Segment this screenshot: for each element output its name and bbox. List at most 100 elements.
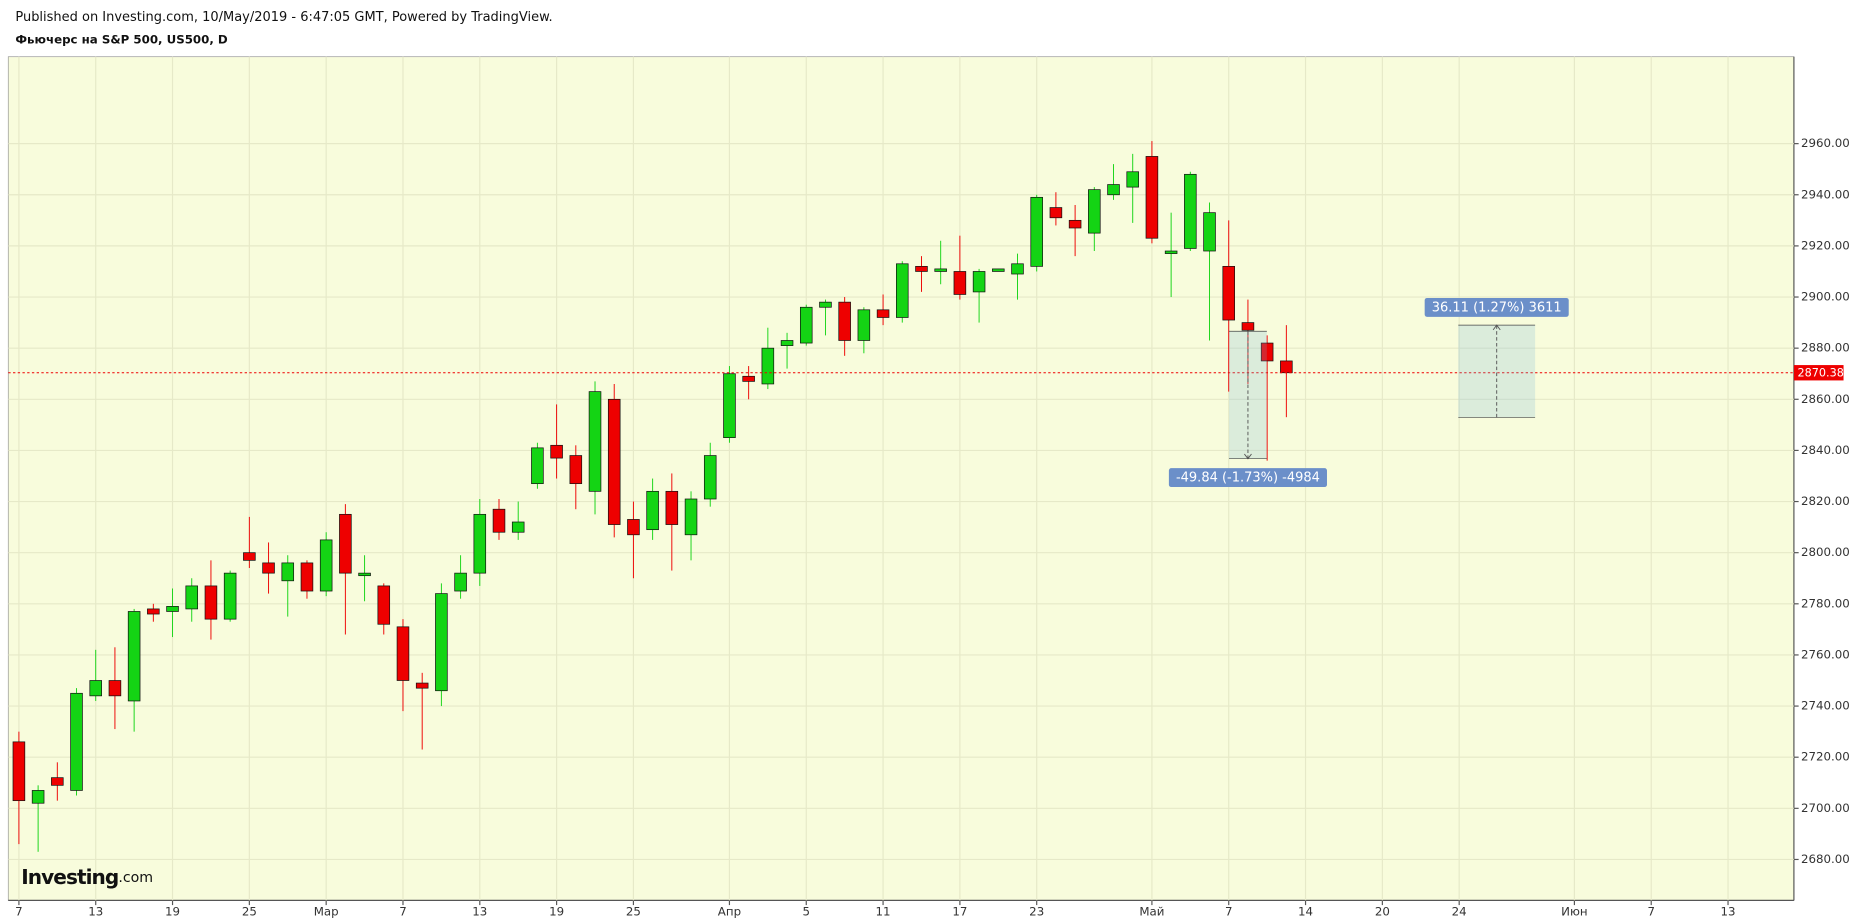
y-tick-label: 2680.00 bbox=[1801, 852, 1850, 866]
candle-body bbox=[838, 301, 851, 341]
candle-body bbox=[819, 301, 832, 308]
candle-body bbox=[223, 572, 237, 620]
measure-label: 36.11 (1.27%) 3611 bbox=[1432, 300, 1562, 315]
x-tick-label: 25 bbox=[242, 905, 257, 919]
candle-body bbox=[243, 552, 256, 561]
candle-body bbox=[185, 585, 199, 610]
price-label: 2870.38 bbox=[1797, 366, 1843, 379]
candle-body bbox=[1011, 263, 1024, 275]
y-tick-label: 2700.00 bbox=[1801, 801, 1850, 815]
x-tick-label: 13 bbox=[88, 905, 103, 919]
y-tick-label: 2900.00 bbox=[1801, 290, 1850, 304]
x-tick-label: 19 bbox=[165, 905, 180, 919]
candle-body bbox=[1049, 207, 1063, 219]
candle-body bbox=[300, 562, 314, 592]
candle-body bbox=[934, 268, 947, 272]
y-tick-label: 2880.00 bbox=[1801, 341, 1850, 355]
measure-label: -49.84 (-1.73%) -4984 bbox=[1176, 471, 1320, 486]
y-tick-label: 2860.00 bbox=[1801, 392, 1850, 406]
x-tick-label: 7 bbox=[1225, 905, 1233, 919]
y-tick-label: 2740.00 bbox=[1801, 699, 1850, 713]
candle-body bbox=[1030, 196, 1043, 267]
candle-body bbox=[723, 373, 736, 438]
candle-body bbox=[166, 606, 179, 612]
candle-body bbox=[1222, 265, 1235, 321]
candle-body bbox=[569, 455, 583, 485]
published-note: Published on Investing.com, 10/May/2019 … bbox=[15, 10, 552, 25]
candle-body bbox=[953, 271, 967, 295]
candle-body bbox=[12, 741, 26, 802]
candle-body bbox=[1184, 173, 1197, 249]
candle-body bbox=[665, 490, 679, 525]
logo-brand: Investing bbox=[21, 864, 118, 888]
candle-body bbox=[89, 680, 102, 697]
candle-body bbox=[550, 444, 563, 459]
x-tick-label: 5 bbox=[802, 905, 810, 919]
candle-body bbox=[915, 265, 928, 272]
candle-body bbox=[1068, 219, 1082, 229]
candle-body bbox=[127, 611, 141, 702]
candle-body bbox=[703, 455, 717, 500]
y-tick-label: 2760.00 bbox=[1801, 647, 1850, 661]
candle-body bbox=[1145, 156, 1159, 239]
y-tick-label: 2780.00 bbox=[1801, 596, 1850, 610]
candle-body bbox=[684, 498, 698, 536]
candle-body bbox=[607, 398, 621, 525]
candle-body bbox=[473, 513, 487, 574]
candle-body bbox=[1203, 212, 1216, 252]
candle-body bbox=[992, 268, 1005, 272]
candle-body bbox=[281, 562, 295, 582]
candle-body bbox=[492, 508, 506, 533]
measure-label-bg bbox=[1168, 468, 1327, 488]
x-tick-label: 24 bbox=[1452, 905, 1467, 919]
x-tick-label: 7 bbox=[399, 905, 407, 919]
x-tick-label: Апр bbox=[718, 905, 741, 919]
x-tick-label: 19 bbox=[549, 905, 564, 919]
x-tick-label: 23 bbox=[1029, 905, 1044, 919]
logo-suffix: .com bbox=[118, 870, 153, 886]
candle-body bbox=[1241, 322, 1255, 331]
x-tick-label: 7 bbox=[1647, 905, 1655, 919]
candle-body bbox=[377, 585, 391, 625]
candle-body bbox=[1126, 171, 1139, 188]
candle-body bbox=[147, 608, 160, 615]
measure-arrowhead bbox=[1492, 324, 1501, 331]
candle-body bbox=[1107, 184, 1120, 196]
candle-body bbox=[627, 519, 640, 536]
candle-body bbox=[1260, 342, 1274, 362]
candle-body bbox=[1164, 250, 1178, 254]
candle-body bbox=[972, 271, 986, 293]
y-tick-label: 2840.00 bbox=[1801, 443, 1850, 457]
x-tick-label: Июн bbox=[1561, 905, 1587, 919]
candle-body bbox=[761, 347, 775, 385]
candle-body bbox=[319, 539, 333, 592]
candle-body bbox=[70, 692, 83, 791]
price-label-bg bbox=[1793, 365, 1844, 381]
candle-body bbox=[780, 340, 794, 346]
measure-arrowhead bbox=[1244, 453, 1252, 460]
candle-body bbox=[588, 391, 602, 492]
y-tick-label: 2800.00 bbox=[1801, 545, 1850, 559]
y-tick-label: 2820.00 bbox=[1801, 494, 1850, 508]
candle-body bbox=[646, 490, 659, 531]
x-tick-label: 14 bbox=[1298, 905, 1313, 919]
x-tick-label: 17 bbox=[952, 905, 967, 919]
candle-body bbox=[51, 777, 64, 786]
x-tick-label: 13 bbox=[472, 905, 487, 919]
candle-body bbox=[454, 572, 467, 592]
candle-body bbox=[31, 790, 45, 804]
candle-body bbox=[1088, 189, 1101, 234]
x-tick-label: 11 bbox=[876, 905, 891, 919]
candle-body bbox=[531, 447, 544, 485]
candle-body bbox=[857, 309, 871, 341]
candle-body bbox=[415, 682, 429, 689]
candle-body bbox=[204, 585, 218, 620]
y-tick-label: 2720.00 bbox=[1801, 750, 1850, 764]
y-tick-label: 2960.00 bbox=[1801, 136, 1850, 150]
candle-body bbox=[799, 306, 813, 344]
candle-body bbox=[876, 309, 890, 318]
candle-body bbox=[339, 513, 352, 574]
x-tick-label: 20 bbox=[1375, 905, 1390, 919]
candle-body bbox=[1280, 360, 1293, 374]
